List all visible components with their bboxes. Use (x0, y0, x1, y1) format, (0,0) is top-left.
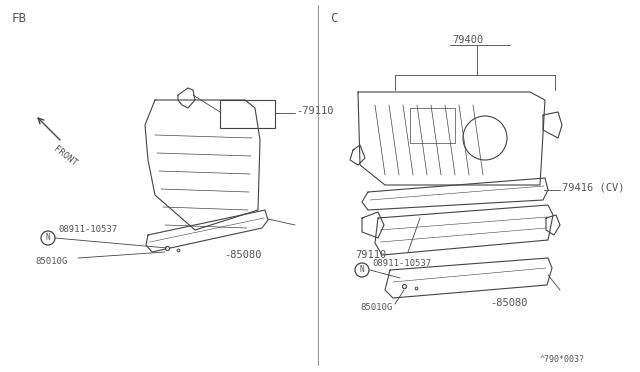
Text: N: N (360, 266, 364, 275)
Text: 79400: 79400 (452, 35, 483, 45)
Text: 85010G: 85010G (360, 304, 392, 312)
Bar (220, 100, 275, 128)
Text: 08911-10537: 08911-10537 (58, 225, 117, 234)
Bar (410, 108, 455, 143)
Text: 79110: 79110 (355, 250, 387, 260)
Text: 85010G: 85010G (35, 257, 67, 266)
Text: N: N (45, 234, 51, 243)
Text: -85080: -85080 (224, 250, 262, 260)
Text: -85080: -85080 (490, 298, 527, 308)
Text: FRONT: FRONT (52, 144, 79, 168)
Text: -79110: -79110 (296, 106, 333, 116)
Text: ^790*003?: ^790*003? (540, 356, 585, 365)
Text: C: C (330, 12, 337, 25)
Text: 08911-10537: 08911-10537 (372, 259, 431, 267)
Text: 79416 (CV): 79416 (CV) (562, 183, 625, 193)
Text: FB: FB (12, 12, 27, 25)
